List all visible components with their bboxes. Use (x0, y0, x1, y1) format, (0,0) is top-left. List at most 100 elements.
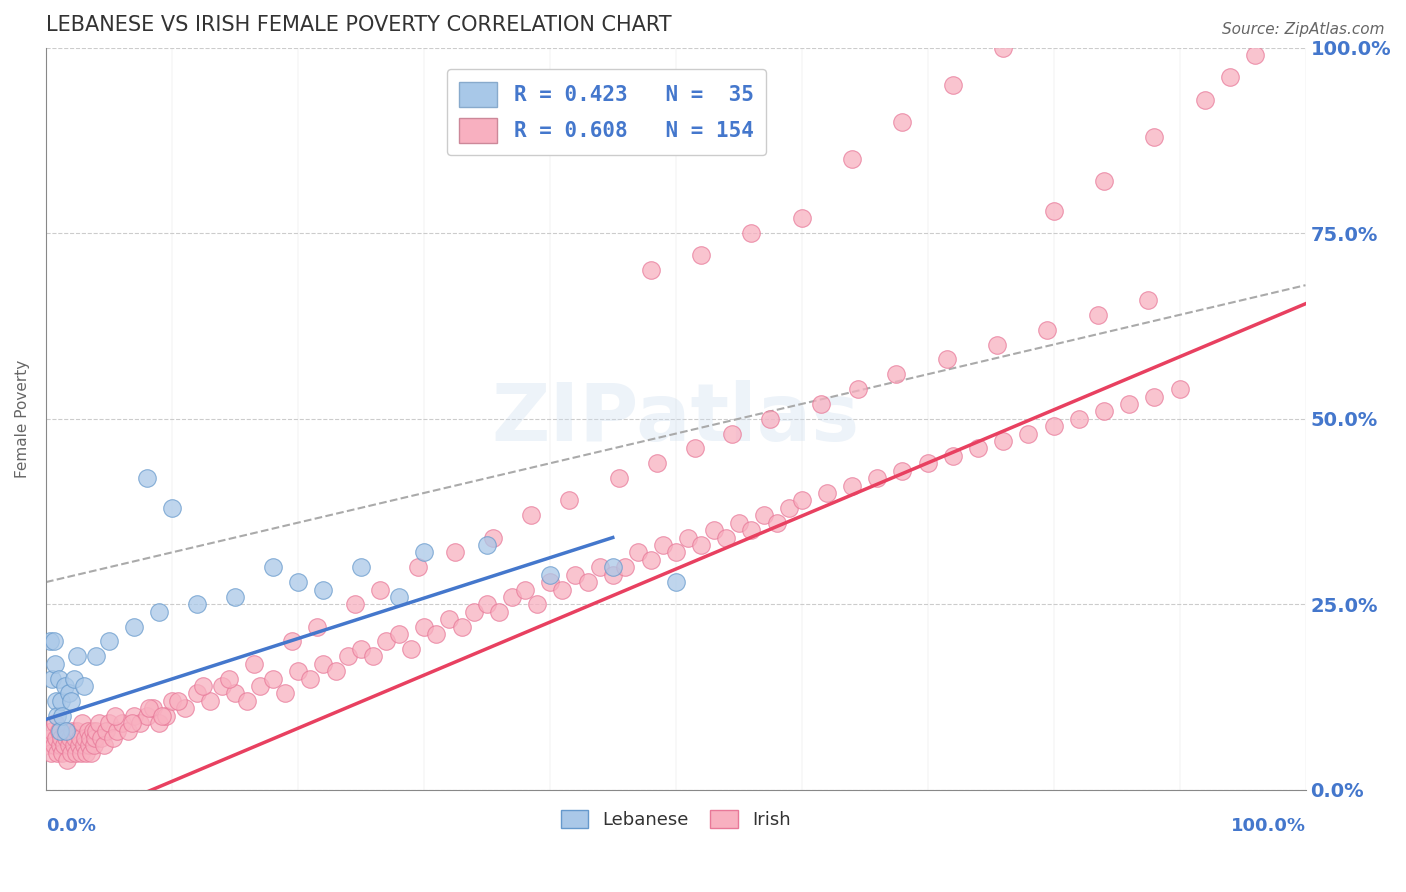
Point (425, 627, 447, 641)
Point (363, 649, 385, 664)
Point (444, 545, 467, 559)
Point (790, 211, 813, 226)
Point (41, 672, 63, 686)
Point (602, 560, 624, 574)
Point (917, 456, 939, 470)
Text: Source: ZipAtlas.com: Source: ZipAtlas.com (1222, 22, 1385, 37)
Point (526, 598, 548, 612)
Point (46, 708, 69, 723)
Point (38, 634, 60, 648)
Point (104, 708, 127, 723)
Point (841, 478, 863, 492)
Point (538, 567, 561, 582)
Point (62, 723, 84, 738)
Point (262, 672, 284, 686)
Point (93, 739, 115, 753)
Point (1118, 397, 1140, 411)
Point (58, 686, 80, 700)
Point (721, 426, 744, 441)
Point (105, 723, 128, 738)
Point (122, 708, 145, 723)
Point (967, 442, 990, 456)
Point (67, 739, 90, 753)
Point (412, 545, 434, 559)
Point (186, 598, 208, 612)
Point (752, 508, 775, 523)
Point (46, 746, 69, 760)
Point (138, 701, 160, 715)
Point (52, 739, 75, 753)
Point (75, 746, 97, 760)
Point (714, 531, 737, 545)
Point (243, 657, 266, 671)
Point (48, 672, 70, 686)
Point (810, 397, 832, 411)
Legend: Lebanese, Irish: Lebanese, Irish (554, 803, 797, 837)
Point (1244, 48, 1267, 62)
Point (1092, 404, 1115, 418)
Point (84, 731, 107, 745)
Point (148, 716, 170, 731)
Point (740, 523, 762, 537)
Point (38, 731, 60, 745)
Point (678, 531, 700, 545)
Point (935, 352, 957, 367)
Point (70, 746, 93, 760)
Point (186, 686, 208, 700)
Point (759, 411, 782, 425)
Point (280, 634, 302, 648)
Point (42, 634, 65, 648)
Point (77, 739, 100, 753)
Point (150, 708, 173, 723)
Point (1067, 411, 1090, 425)
Point (53, 723, 76, 738)
Point (1042, 419, 1064, 434)
Point (82, 723, 104, 738)
Text: ZIPatlas: ZIPatlas (492, 380, 860, 458)
Point (101, 731, 124, 745)
Point (51, 746, 73, 760)
Point (53, 679, 76, 693)
Point (66, 723, 89, 738)
Point (665, 575, 688, 590)
Point (683, 442, 706, 456)
Point (63, 731, 86, 745)
Point (59, 731, 82, 745)
Point (148, 605, 170, 619)
Point (65, 746, 87, 760)
Point (110, 716, 132, 731)
Point (388, 590, 411, 604)
Point (69, 731, 91, 745)
Point (399, 641, 422, 656)
Point (55, 731, 77, 745)
Point (42, 739, 65, 753)
Point (790, 493, 813, 508)
Point (45, 731, 67, 745)
Point (44, 657, 66, 671)
Point (1087, 308, 1109, 322)
Point (557, 493, 579, 508)
Point (56, 753, 79, 767)
Point (993, 40, 1015, 54)
Point (337, 649, 360, 664)
Point (262, 560, 284, 574)
Point (412, 619, 434, 633)
Point (501, 590, 523, 604)
Point (482, 531, 505, 545)
Point (60, 746, 83, 760)
Point (287, 664, 309, 678)
Point (60, 694, 83, 708)
Point (942, 449, 965, 463)
Point (607, 471, 630, 485)
Text: LEBANESE VS IRISH FEMALE POVERTY CORRELATION CHART: LEBANESE VS IRISH FEMALE POVERTY CORRELA… (46, 15, 672, 35)
Point (388, 627, 411, 641)
Point (891, 115, 914, 129)
Point (49, 739, 72, 753)
Point (83, 739, 105, 753)
Point (135, 471, 157, 485)
Point (129, 716, 152, 731)
Point (173, 701, 195, 715)
Point (135, 708, 157, 723)
Point (76, 723, 98, 738)
Point (167, 694, 190, 708)
